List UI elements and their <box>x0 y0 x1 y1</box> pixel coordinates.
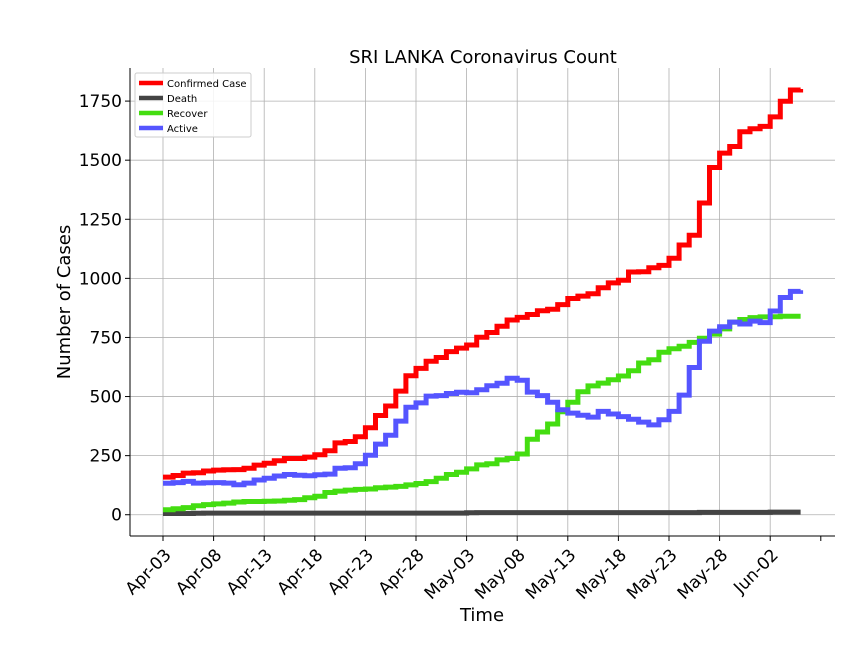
legend-label-death: Death <box>167 94 197 105</box>
legend: Confirmed Case Death Recover Active <box>134 72 252 138</box>
x-tick-label: May-23 <box>623 545 681 603</box>
grid-lines <box>130 68 835 536</box>
y-tick-label: 250 <box>90 447 122 467</box>
legend-label-active: Active <box>167 124 198 135</box>
x-tick-label: May-03 <box>421 545 479 603</box>
y-ticks: 0 250 500 750 1000 1250 1500 1750 <box>79 92 130 526</box>
y-axis-label: Number of Cases <box>54 225 75 380</box>
x-tick-label: Jun-02 <box>729 545 782 598</box>
y-tick-label: 1250 <box>79 210 122 230</box>
x-tick-label: Apr-13 <box>223 545 277 599</box>
x-tick-label: Apr-23 <box>324 545 378 599</box>
series-lines <box>163 87 804 516</box>
series-line-confirmed-case <box>163 87 804 480</box>
x-tick-label: Apr-03 <box>122 545 176 599</box>
series-line-recover <box>163 313 801 513</box>
x-tick-label: May-28 <box>674 545 732 603</box>
y-tick-label: 1500 <box>79 151 122 171</box>
y-tick-label: 500 <box>90 388 122 408</box>
x-tick-label: May-18 <box>573 545 631 603</box>
x-axis-label: Time <box>459 605 504 626</box>
y-tick-label: 1000 <box>79 269 122 289</box>
series-line-active <box>163 288 804 488</box>
x-tick-label: Apr-18 <box>274 545 328 599</box>
x-ticks: Apr-03Apr-08Apr-13Apr-18Apr-23Apr-28May-… <box>122 536 822 604</box>
legend-box <box>134 72 252 138</box>
axes <box>129 68 835 537</box>
x-tick-label: May-08 <box>471 545 529 603</box>
legend-label-recover: Recover <box>167 109 208 120</box>
x-tick-label: May-13 <box>522 545 580 603</box>
y-tick-label: 0 <box>111 506 122 526</box>
y-tick-label: 1750 <box>79 92 122 112</box>
x-tick-label: Apr-28 <box>375 545 429 599</box>
legend-label-confirmed-case: Confirmed Case <box>167 79 247 90</box>
chart-title: SRI LANKA Coronavirus Count <box>349 47 617 68</box>
series-line-death <box>163 509 801 516</box>
x-tick-label: Apr-08 <box>172 545 226 599</box>
y-tick-label: 750 <box>90 328 122 348</box>
